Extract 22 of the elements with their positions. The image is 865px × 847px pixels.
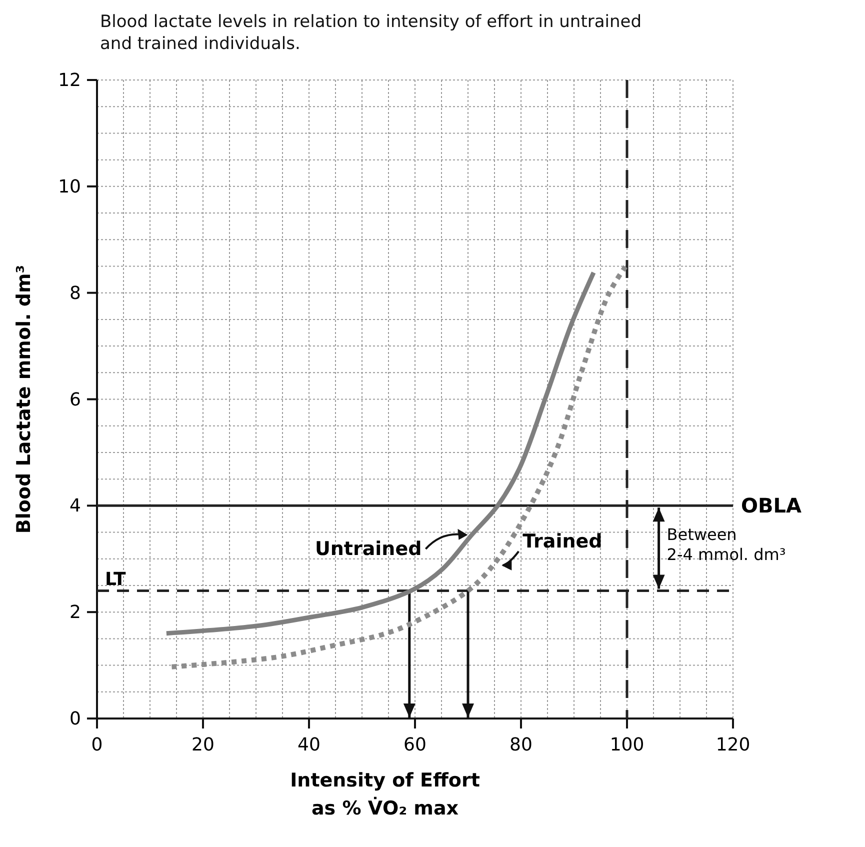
ref-line-label: LT [105,568,126,590]
annotation: Between 2-4 mmol. dm³ [666,525,786,564]
x-tick-label: 120 [716,734,750,756]
y-tick-label: 2 [70,602,81,624]
ref-line-label: OBLA [741,494,802,518]
y-tick-label: 10 [58,176,81,198]
x-tick-label: 0 [91,734,103,756]
y-tick-label: 4 [70,496,81,517]
chart-title: Blood lactate levels in relation to intensity of effort in untrained and trained individuals. [100,12,642,54]
x-tick-label: 100 [610,734,644,756]
series-label: Untrained [314,538,422,560]
x-tick-label: 40 [298,734,320,756]
x-tick-label: 60 [404,734,426,756]
y-axis-title: Blood Lactate mmol. dm³ [13,264,35,534]
x-tick-label: 20 [192,734,214,756]
y-tick-label: 12 [58,70,81,91]
y-tick-label: 8 [70,282,81,304]
y-tick-label: 0 [70,708,81,730]
x-axis-title: Intensity of Effort as % V̇O₂ max [290,770,480,820]
series-label: Trained [522,530,602,552]
y-tick-label: 6 [70,389,81,410]
x-tick-label: 80 [510,734,532,756]
